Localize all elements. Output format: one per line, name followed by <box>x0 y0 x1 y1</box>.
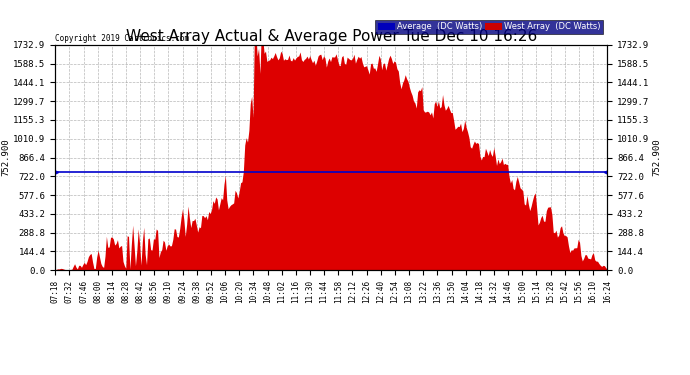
Title: West Array Actual & Average Power Tue Dec 10 16:26: West Array Actual & Average Power Tue De… <box>126 29 537 44</box>
Text: Copyright 2019 Cartronics.com: Copyright 2019 Cartronics.com <box>55 34 189 43</box>
Legend: Average  (DC Watts), West Array  (DC Watts): Average (DC Watts), West Array (DC Watts… <box>375 20 603 34</box>
Y-axis label: 752.900: 752.900 <box>652 139 661 176</box>
Y-axis label: 752.900: 752.900 <box>1 139 10 176</box>
